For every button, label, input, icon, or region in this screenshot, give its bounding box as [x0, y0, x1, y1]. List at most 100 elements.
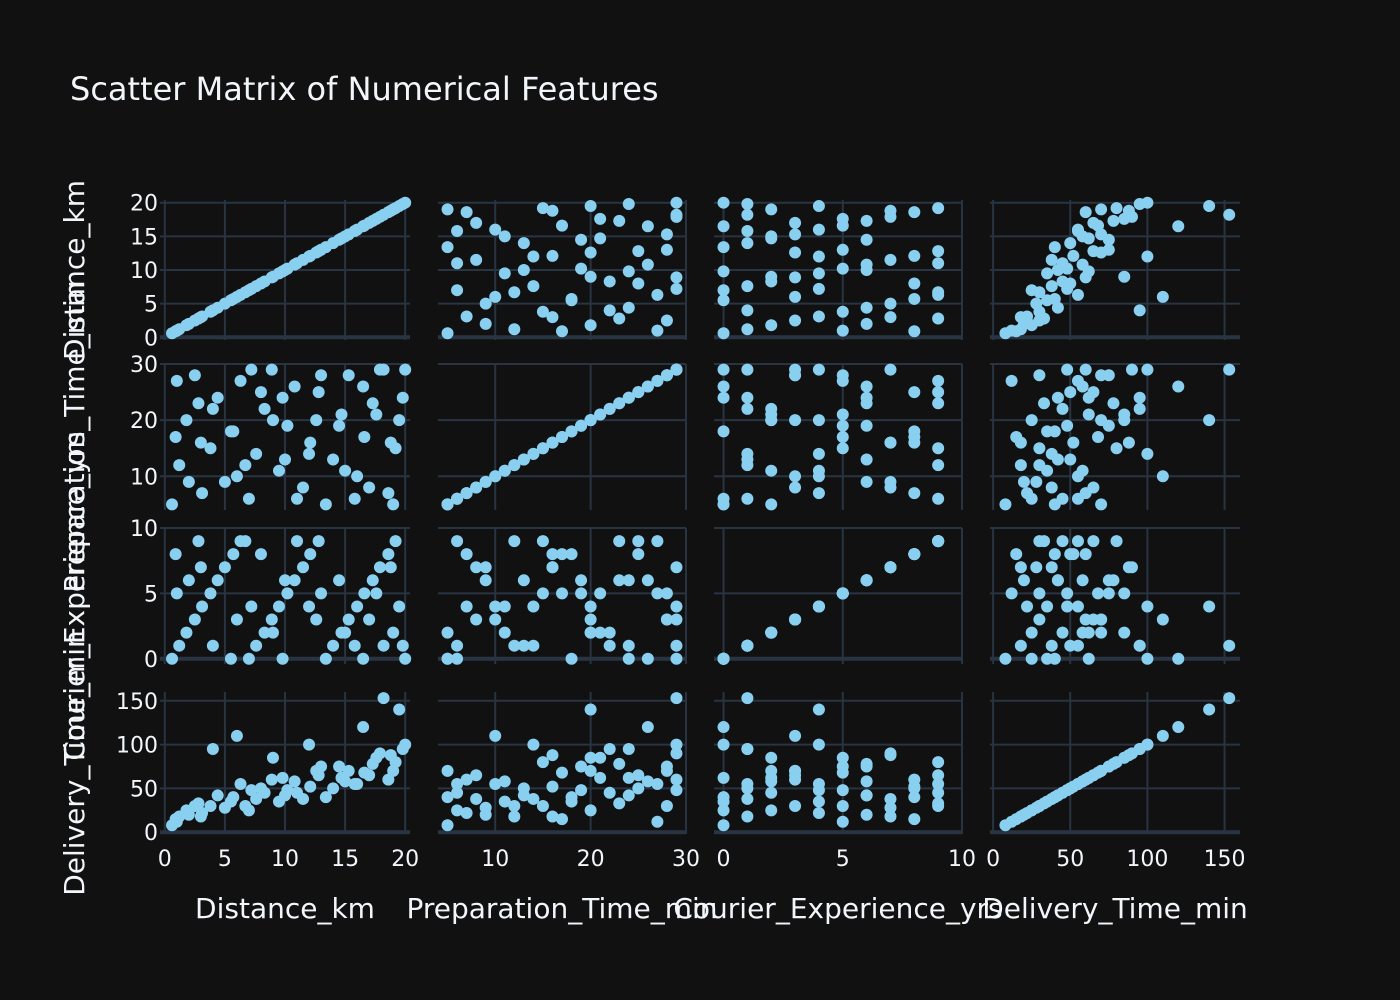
data-point	[1102, 233, 1115, 246]
data-point	[451, 257, 464, 270]
data-point	[315, 587, 328, 600]
data-point	[717, 327, 730, 340]
data-point	[741, 402, 754, 415]
data-point	[1223, 363, 1236, 376]
data-point	[297, 481, 310, 494]
data-point	[527, 447, 540, 460]
data-point	[508, 810, 521, 823]
data-point	[1056, 402, 1069, 415]
data-point	[632, 386, 645, 399]
data-point	[517, 237, 530, 250]
data-point	[536, 587, 549, 600]
data-point	[358, 431, 371, 443]
data-point	[812, 487, 825, 500]
data-point	[279, 574, 291, 587]
data-point	[765, 414, 778, 427]
y-tick-label: 100	[116, 734, 158, 759]
data-point	[382, 548, 395, 561]
data-point	[1082, 652, 1095, 665]
data-point	[1095, 246, 1108, 259]
data-point	[230, 729, 243, 742]
data-point	[717, 265, 730, 278]
data-point	[575, 784, 588, 797]
data-point	[489, 600, 502, 613]
data-point	[603, 742, 616, 755]
data-point	[1064, 386, 1077, 399]
data-point	[812, 363, 825, 376]
data-point	[565, 425, 578, 438]
data-point	[1061, 363, 1074, 376]
data-point	[536, 756, 549, 769]
data-point	[366, 574, 379, 587]
y-axis-title: Courier_Experience_yrs	[58, 431, 91, 760]
data-point	[836, 243, 849, 256]
data-point	[266, 626, 279, 639]
data-point	[789, 314, 802, 327]
data-point	[908, 206, 921, 219]
y-tick-label: 50	[130, 777, 158, 802]
data-point	[584, 751, 597, 764]
data-point	[508, 323, 521, 336]
data-point	[1048, 241, 1061, 254]
data-point	[254, 548, 267, 561]
x-tick-label: 0	[717, 847, 731, 872]
data-point	[556, 219, 568, 232]
data-point	[932, 202, 945, 215]
data-point	[460, 310, 473, 323]
data-point	[546, 204, 559, 217]
data-point	[932, 756, 945, 769]
data-point	[1118, 408, 1131, 421]
data-point	[315, 369, 328, 382]
data-point	[266, 270, 279, 283]
data-point	[1087, 216, 1100, 229]
data-point	[1110, 442, 1123, 455]
data-point	[741, 280, 754, 293]
data-point	[1051, 453, 1064, 466]
data-point	[789, 764, 802, 777]
data-point	[1118, 751, 1131, 764]
data-point	[333, 574, 346, 587]
data-point	[192, 312, 205, 325]
data-point	[1033, 459, 1046, 472]
data-point	[789, 470, 802, 483]
data-point	[1071, 492, 1084, 505]
data-point	[765, 464, 778, 477]
data-point	[860, 475, 873, 488]
data-point	[741, 237, 754, 250]
data-point	[1079, 548, 1092, 561]
cell-Distance_km-vs-Courier_Experience_yrs	[714, 196, 963, 340]
data-point	[1061, 784, 1074, 797]
y-tick-label: 30	[130, 353, 158, 378]
data-point	[288, 380, 301, 393]
data-point	[479, 475, 492, 488]
data-point	[1071, 288, 1084, 301]
data-point	[387, 626, 400, 639]
data-point	[584, 626, 597, 639]
data-point	[1014, 311, 1027, 324]
data-point	[319, 791, 332, 804]
data-point	[384, 749, 397, 762]
data-point	[387, 203, 400, 216]
matrix-cells	[160, 196, 1240, 835]
data-point	[765, 626, 778, 639]
data-point	[1156, 290, 1169, 303]
data-point	[1025, 492, 1038, 505]
x-axis-title: Distance_km	[195, 892, 375, 925]
data-point	[765, 786, 778, 799]
data-point	[218, 561, 231, 574]
data-point	[254, 782, 267, 795]
data-point	[470, 216, 483, 229]
data-point	[242, 492, 255, 505]
data-point	[789, 290, 802, 303]
data-point	[460, 806, 473, 819]
data-point	[265, 613, 278, 626]
data-point	[1118, 212, 1131, 225]
data-point	[908, 548, 921, 561]
data-point	[908, 487, 921, 500]
data-point	[451, 804, 464, 817]
cell-Courier_Experience_yrs-vs-Distance_km	[160, 527, 412, 665]
data-point	[1021, 600, 1034, 613]
data-point	[1095, 613, 1108, 626]
data-point	[194, 436, 207, 449]
data-point	[1102, 369, 1115, 382]
